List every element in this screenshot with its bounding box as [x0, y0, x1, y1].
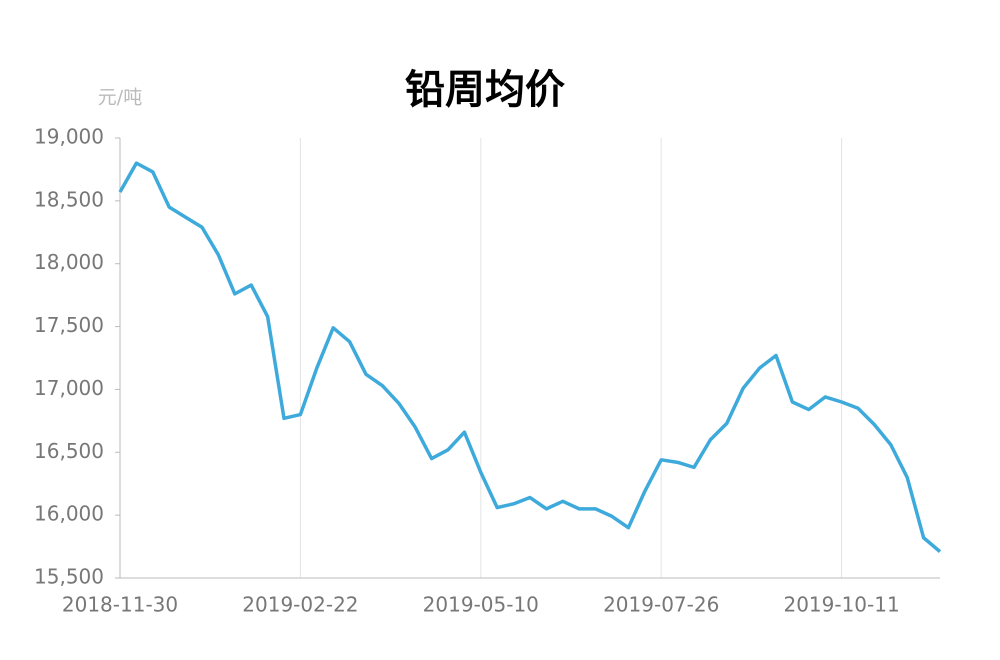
price-line [118, 161, 942, 553]
x-tick-label: 2019-07-26 [603, 593, 719, 617]
chart-title: 铅周均价 [405, 67, 565, 113]
x-tick-label: 2019-02-22 [242, 593, 358, 617]
y-tick-label: 19,000 [34, 125, 104, 149]
y-tick-label: 17,000 [34, 376, 104, 400]
y-unit: 元/吨 [98, 87, 142, 109]
y-tick-label: 18,500 [34, 187, 104, 211]
y-tick-label: 15,500 [34, 565, 104, 589]
y-tick-label: 16,000 [34, 502, 104, 526]
y-tick-label: 17,500 [34, 313, 104, 337]
x-tick-label: 2019-10-11 [783, 593, 899, 617]
x-tick-label: 2019-05-10 [423, 593, 539, 617]
x-tick-label: 2018-11-30 [62, 593, 178, 617]
y-tick-label: 16,500 [34, 439, 104, 463]
y-tick-label: 18,000 [34, 250, 104, 274]
